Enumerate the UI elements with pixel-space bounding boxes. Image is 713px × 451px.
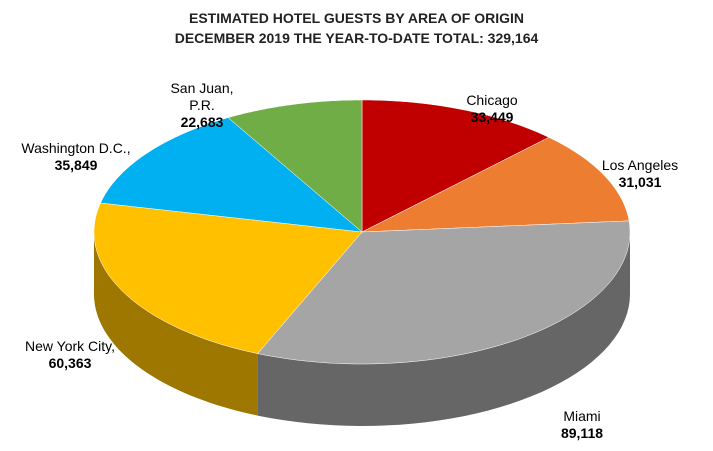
value-label: 89,118 xyxy=(560,425,604,441)
category-label: Washington D.C., xyxy=(21,140,131,156)
data-label: Chicago 33,449 xyxy=(447,92,537,126)
value-label: 35,849 xyxy=(54,157,98,173)
value-label: 31,031 xyxy=(618,174,662,190)
value-label: 22,683 xyxy=(180,114,224,130)
slice xyxy=(227,99,363,233)
data-label: New York City, 60,363 xyxy=(0,338,140,372)
slice xyxy=(93,202,363,354)
data-label: Miami 89,118 xyxy=(537,408,627,442)
slice xyxy=(361,137,630,233)
chart-title: ESTIMATED HOTEL GUESTS BY AREA OF ORIGIN xyxy=(189,10,524,26)
slice xyxy=(100,117,363,233)
data-label: San Juan, P.R. 22,683 xyxy=(162,80,242,131)
category-label: Miami xyxy=(563,408,601,424)
slice xyxy=(257,220,631,365)
slice xyxy=(361,99,550,233)
slice-side xyxy=(257,232,630,426)
slice-side xyxy=(94,232,258,416)
category-label: Los Angeles xyxy=(601,157,679,173)
category-label: Chicago xyxy=(466,92,518,108)
data-label: Washington D.C., 35,849 xyxy=(1,140,151,174)
category-label: New York City, xyxy=(25,338,115,354)
value-label: 33,449 xyxy=(470,109,514,125)
category-label: San Juan, P.R. xyxy=(170,80,234,113)
value-label: 60,363 xyxy=(48,355,92,371)
chart-subtitle: DECEMBER 2019 THE YEAR-TO-DATE TOTAL: 32… xyxy=(174,30,539,46)
data-label: Los Angeles 31,031 xyxy=(585,157,695,191)
